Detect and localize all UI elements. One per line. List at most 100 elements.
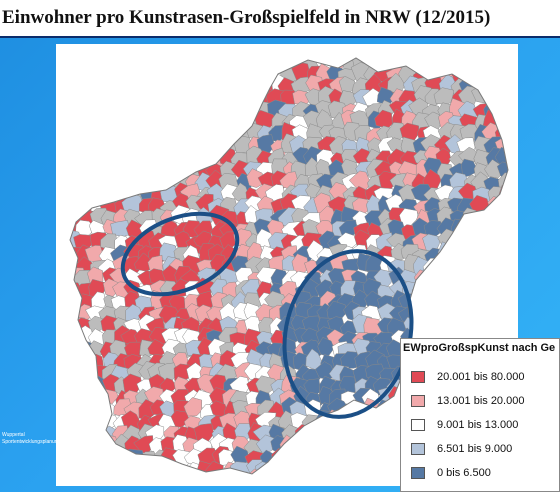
municipality-cell <box>230 461 252 474</box>
municipality-cell <box>313 422 335 443</box>
municipality-cell <box>113 147 134 168</box>
municipality-cell <box>486 318 506 335</box>
municipality-cell <box>495 74 508 95</box>
municipality-cell <box>138 137 160 157</box>
municipality-cell <box>97 97 120 121</box>
municipality-cell <box>389 44 407 56</box>
municipality-cell <box>70 350 74 371</box>
municipality-cell <box>210 65 229 84</box>
municipality-cell <box>459 44 477 56</box>
legend-swatch-3 <box>411 419 425 431</box>
municipality-cell <box>56 115 68 135</box>
municipality-cell <box>70 209 72 230</box>
municipality-cell <box>471 62 493 83</box>
municipality-cell <box>136 458 157 474</box>
municipality-cell <box>330 437 351 457</box>
municipality-cell <box>182 100 204 117</box>
municipality-cell <box>70 180 81 202</box>
legend-label-2: 13.001 bis 20.000 <box>437 395 525 407</box>
municipality-cell <box>156 156 177 180</box>
municipality-cell <box>157 110 179 130</box>
municipality-cell <box>70 279 75 300</box>
municipality-cell <box>424 306 445 327</box>
municipality-cell <box>124 448 145 468</box>
municipality-cell <box>257 44 276 57</box>
municipality-cell <box>500 102 508 122</box>
municipality-cell <box>195 101 216 120</box>
municipality-cell <box>75 134 94 155</box>
municipality-cell <box>70 137 74 156</box>
municipality-cell <box>110 58 130 72</box>
municipality-cell <box>497 58 508 60</box>
municipality-cell <box>125 75 146 93</box>
municipality-cell <box>113 457 130 474</box>
municipality-cell <box>70 147 83 165</box>
municipality-cell <box>148 58 166 60</box>
municipality-cell <box>89 170 108 194</box>
municipality-cell <box>70 364 82 384</box>
municipality-cell <box>76 61 98 83</box>
municipality-cell <box>362 58 383 61</box>
municipality-cell <box>470 58 492 69</box>
municipality-cell <box>457 218 476 239</box>
municipality-cell <box>436 303 455 320</box>
municipality-cell <box>355 44 372 56</box>
municipality-cell <box>481 305 505 323</box>
municipality-cell <box>206 79 225 100</box>
municipality-cell <box>87 184 106 204</box>
municipality-cell <box>378 471 397 474</box>
municipality-cell <box>483 75 504 98</box>
municipality-cell <box>305 440 324 460</box>
municipality-cell <box>70 60 82 83</box>
municipality-cell <box>70 355 82 373</box>
municipality-cell <box>70 373 76 395</box>
municipality-cell <box>70 415 85 432</box>
municipality-cell <box>233 471 250 474</box>
municipality-cell <box>110 89 130 109</box>
municipality-cell <box>497 197 508 215</box>
municipality-cell <box>459 280 479 302</box>
municipality-cell <box>70 332 73 349</box>
municipality-cell <box>70 385 86 407</box>
legend-label-1: 20.001 bis 80.000 <box>437 371 525 383</box>
municipality-cell <box>161 58 180 69</box>
corner-note: Wuppertal Sportentwicklungsplanung <box>2 432 60 446</box>
municipality-cell <box>308 58 327 63</box>
municipality-cell <box>172 66 191 83</box>
municipality-cell <box>99 89 124 108</box>
municipality-cell <box>444 291 465 311</box>
municipality-cell <box>70 220 71 238</box>
municipality-cell <box>70 461 74 474</box>
municipality-cell <box>70 162 86 180</box>
municipality-cell <box>183 111 203 131</box>
municipality-cell <box>173 475 194 486</box>
municipality-cell <box>76 473 97 474</box>
municipality-cell <box>135 147 155 167</box>
municipality-cell <box>70 244 73 263</box>
municipality-cell <box>464 64 481 81</box>
municipality-cell <box>487 278 505 299</box>
municipality-cell <box>87 58 105 74</box>
municipality-cell <box>499 221 508 239</box>
ruhr-area-ellipse <box>120 211 240 297</box>
municipality-cell <box>70 134 81 155</box>
municipality-cell <box>183 134 206 152</box>
municipality-cell <box>151 475 171 486</box>
municipality-cell <box>462 253 484 277</box>
municipality-cell <box>101 462 121 474</box>
municipality-cell <box>459 269 482 287</box>
municipality-cell <box>160 100 180 117</box>
legend-label-5: 0 bis 6.500 <box>437 467 491 479</box>
municipality-cell <box>56 92 69 109</box>
municipality-cell <box>220 86 242 109</box>
municipality-cell <box>78 148 97 166</box>
municipality-cell <box>70 259 71 280</box>
municipality-cell <box>338 471 360 474</box>
municipality-cell <box>473 265 491 287</box>
municipality-cell <box>480 58 500 71</box>
legend-title: EWproGroßspKunst nach Ge <box>403 342 556 354</box>
municipality-cell <box>136 68 154 85</box>
municipality-cell <box>473 303 492 322</box>
municipality-cell <box>221 469 240 474</box>
municipality-cell <box>89 472 110 474</box>
